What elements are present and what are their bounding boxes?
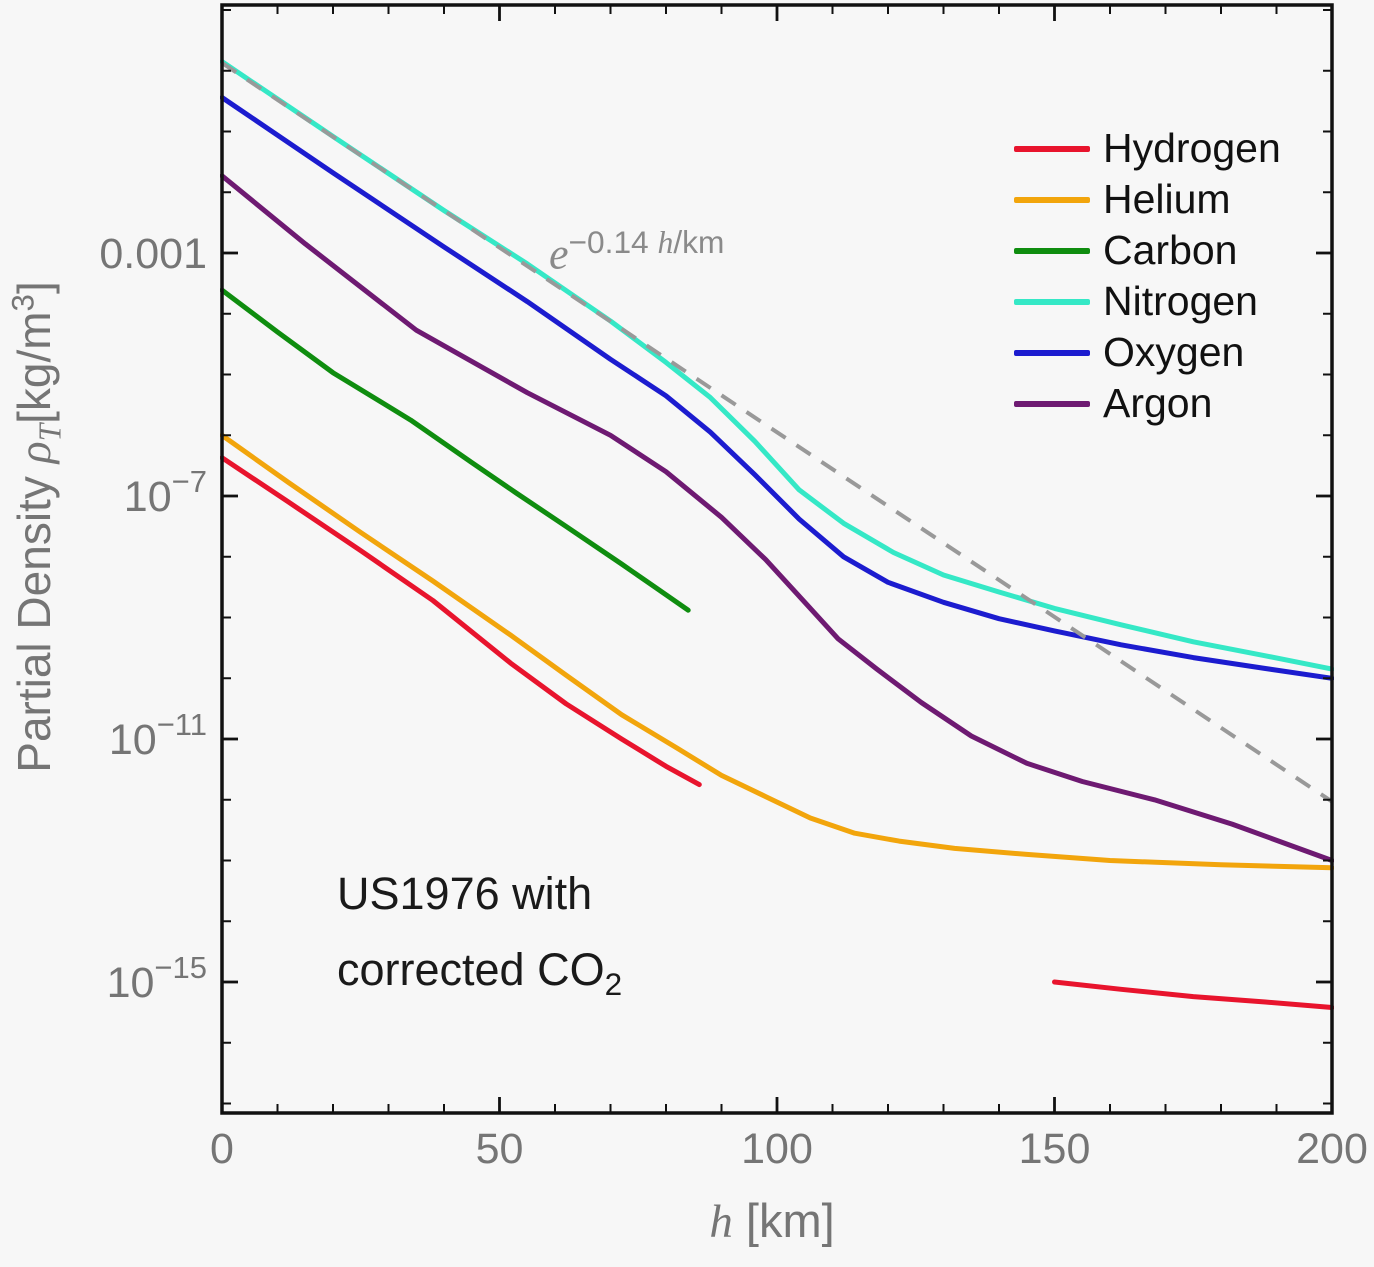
y-tick-label: 10−11 bbox=[109, 707, 207, 764]
y-axis-unit: [kg/m bbox=[8, 311, 61, 424]
legend-label-helium: Helium bbox=[1103, 176, 1231, 222]
legend-swatch-nitrogen bbox=[1014, 298, 1090, 305]
legend-label-argon: Argon bbox=[1103, 380, 1213, 426]
x-tick-label: 150 bbox=[1019, 1125, 1091, 1173]
x-tick-label: 100 bbox=[741, 1125, 813, 1173]
y-tick-label: 10−15 bbox=[107, 950, 207, 1007]
y-axis-symbol-sub: T bbox=[32, 423, 68, 442]
legend-swatch-helium bbox=[1014, 196, 1090, 203]
tick-labels-group: 0 50 100 150 200 0.001 10−7 10−11 10−15 bbox=[99, 230, 1367, 1173]
y-axis-label: Partial Density ρT[kg/m3] bbox=[6, 281, 69, 772]
curve-hydrogen bbox=[220, 455, 702, 788]
legend-swatch-argon bbox=[1014, 400, 1090, 407]
y-axis-unit-close: ] bbox=[8, 281, 61, 295]
legend: Hydrogen Helium Carbon Nitrogen Oxygen Argon bbox=[1014, 123, 1281, 429]
x-axis-label: h [km] bbox=[709, 1193, 834, 1249]
legend-item-nitrogen: Nitrogen bbox=[1014, 276, 1281, 327]
exp-decay-annotation: e−0.14 h/km bbox=[549, 224, 724, 280]
exp-base: e bbox=[549, 229, 569, 279]
y-axis-unit-sup: 3 bbox=[5, 294, 41, 312]
x-tick-label: 0 bbox=[210, 1125, 234, 1173]
legend-item-hydrogen: Hydrogen bbox=[1014, 123, 1281, 174]
y-axis-symbol: ρ bbox=[9, 441, 61, 464]
model-annotation-line2: corrected CO2 bbox=[337, 944, 623, 1002]
x-tick-label: 200 bbox=[1296, 1125, 1368, 1173]
curves-group bbox=[220, 59, 1334, 1010]
curve-oxygen bbox=[220, 95, 1334, 681]
x-tick-label: 50 bbox=[476, 1125, 524, 1173]
curve-hydrogen bbox=[1052, 979, 1334, 1010]
legend-label-oxygen: Oxygen bbox=[1103, 329, 1245, 375]
exp-variable: h bbox=[657, 225, 674, 260]
legend-label-nitrogen: Nitrogen bbox=[1103, 278, 1258, 324]
legend-swatch-carbon bbox=[1014, 247, 1090, 254]
plot-frame bbox=[220, 3, 1334, 1115]
y-tick-label: 10−7 bbox=[124, 464, 207, 521]
legend-swatch-hydrogen bbox=[1014, 145, 1090, 152]
legend-swatch-oxygen bbox=[1014, 349, 1090, 356]
x-axis-unit: [km] bbox=[732, 1194, 835, 1247]
curve-carbon bbox=[220, 287, 691, 613]
model-annotation-subscript: 2 bbox=[604, 966, 623, 1002]
exp-coefficient: −0.14 bbox=[568, 224, 658, 260]
legend-item-argon: Argon bbox=[1014, 378, 1281, 429]
x-axis-variable: h bbox=[709, 1196, 733, 1248]
legend-item-helium: Helium bbox=[1014, 174, 1281, 225]
y-axis-label-text: Partial Density bbox=[8, 463, 61, 773]
legend-label-carbon: Carbon bbox=[1103, 227, 1238, 273]
legend-item-oxygen: Oxygen bbox=[1014, 327, 1281, 378]
legend-item-carbon: Carbon bbox=[1014, 225, 1281, 276]
curve-helium bbox=[220, 432, 1334, 871]
model-annotation-line1: US1976 with bbox=[337, 868, 593, 919]
y-tick-label: 0.001 bbox=[99, 230, 207, 278]
curve-exp-0-14-h-km-reference bbox=[220, 61, 1334, 804]
legend-label-hydrogen: Hydrogen bbox=[1103, 125, 1281, 171]
curve-nitrogen bbox=[220, 59, 1334, 672]
exp-unit: /km bbox=[673, 224, 725, 260]
model-annotation: US1976 with corrected CO2 bbox=[337, 856, 622, 1022]
curve-argon bbox=[220, 173, 1334, 863]
